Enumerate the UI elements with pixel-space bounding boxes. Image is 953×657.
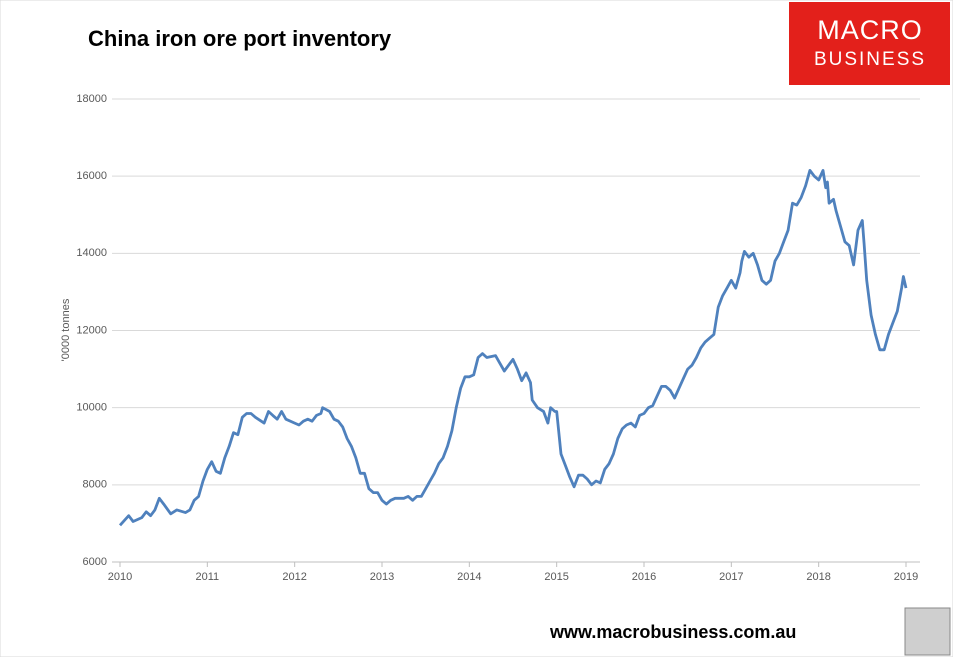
x-tick-label: 2017 [719,571,743,583]
y-tick-label: 6000 [83,556,107,568]
footer-url: www.macrobusiness.com.au [549,622,796,642]
y-axis-label: '0000 tonnes [60,298,72,361]
y-tick-label: 18000 [76,93,107,105]
x-tick-label: 2015 [544,571,568,583]
chart-title: China iron ore port inventory [88,26,392,51]
x-tick-label: 2014 [457,571,481,583]
logo-box [789,2,950,85]
x-tick-label: 2012 [282,571,306,583]
x-tick-label: 2016 [632,571,656,583]
x-tick-label: 2018 [806,571,830,583]
y-tick-label: 12000 [76,324,107,336]
x-tick-label: 2019 [894,571,918,583]
x-tick-label: 2010 [108,571,132,583]
y-tick-label: 10000 [76,402,107,414]
wolf-icon [904,607,951,656]
x-tick-label: 2013 [370,571,394,583]
line-series [118,169,908,527]
y-tick-label: 8000 [83,479,107,491]
logo-text: MACRO [817,15,923,45]
y-tick-label: 14000 [76,247,107,259]
x-tick-label: 2011 [196,571,220,583]
logo-text: BUSINESS [814,49,926,70]
y-tick-label: 16000 [76,170,107,182]
